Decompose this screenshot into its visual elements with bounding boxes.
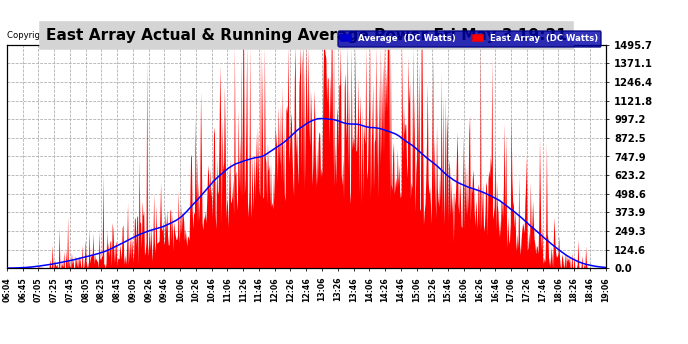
Text: Copyright 2013 Cartronics.com: Copyright 2013 Cartronics.com bbox=[7, 31, 140, 40]
Title: East Array Actual & Running Average Power Fri May 3 19:21: East Array Actual & Running Average Powe… bbox=[46, 28, 566, 43]
Legend: Average  (DC Watts), East Array  (DC Watts): Average (DC Watts), East Array (DC Watts… bbox=[338, 31, 601, 47]
